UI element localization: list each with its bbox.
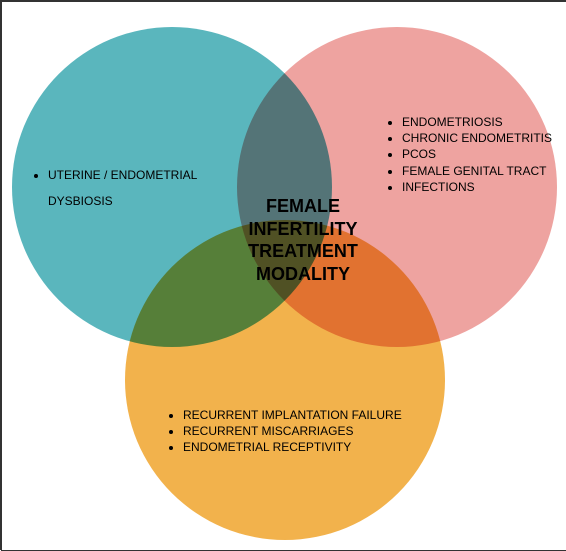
- pink-item-1: ENDOMETRIOSIS: [402, 114, 566, 130]
- pink-item-2: CHRONIC ENDOMETRITIS: [402, 130, 566, 146]
- teal-item-1: UTERINE / ENDOMETRIAL: [48, 162, 228, 188]
- orange-item-3: ENDOMETRIAL RECEPTIVITY: [183, 439, 443, 455]
- pink-item-3: PCOS: [402, 146, 566, 162]
- venn-diagram: { "diagram": { "type": "venn-3", "backgr…: [2, 2, 566, 551]
- center-line-3: TREATMENT: [248, 241, 358, 261]
- pink-item-5: INFECTIONS: [402, 179, 566, 195]
- orange-item-1: RECURRENT IMPLANTATION FAILURE: [183, 407, 443, 423]
- teal-items: UTERINE / ENDOMETRIAL DYSBIOSIS: [30, 162, 228, 215]
- orange-items: RECURRENT IMPLANTATION FAILURE RECURRENT…: [165, 407, 443, 456]
- pink-items: ENDOMETRIOSIS CHRONIC ENDOMETRITIS PCOS …: [384, 114, 566, 195]
- orange-item-2: RECURRENT MISCARRIAGES: [183, 423, 443, 439]
- center-line-1: FEMALE: [266, 196, 340, 216]
- center-line-4: MODALITY: [256, 264, 350, 284]
- center-line-2: INFERTILITY: [249, 219, 358, 239]
- venn-center-label: FEMALE INFERTILITY TREATMENT MODALITY: [218, 195, 388, 285]
- pink-item-4: FEMALE GENITAL TRACT: [402, 163, 566, 179]
- teal-item-2: DYSBIOSIS: [48, 188, 228, 214]
